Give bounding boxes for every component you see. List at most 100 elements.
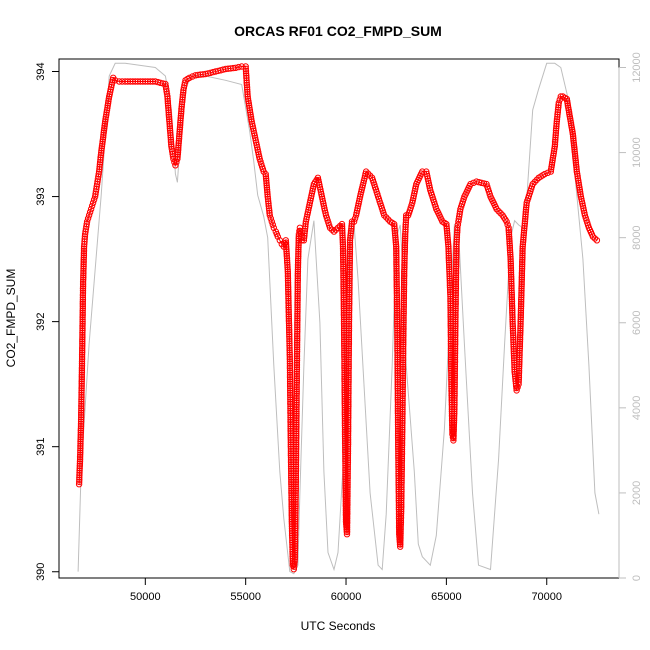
data-point (551, 145, 558, 153)
data-point (80, 263, 87, 270)
data-point (78, 411, 85, 419)
data-point (344, 510, 351, 518)
data-point (508, 273, 515, 281)
data-point (399, 365, 407, 373)
data-point (98, 147, 105, 154)
data-point (451, 365, 459, 372)
data-point (292, 467, 300, 475)
data-point (164, 102, 172, 109)
data-point (286, 360, 294, 367)
data-point (451, 385, 458, 393)
data-point (285, 290, 292, 298)
data-point (574, 172, 581, 180)
data-point (397, 521, 404, 528)
data-point (393, 265, 400, 272)
data-point (341, 378, 348, 385)
data-point (293, 421, 300, 428)
data-point (103, 111, 110, 118)
data-point (294, 286, 301, 293)
data-point (344, 501, 351, 509)
data-point (452, 318, 459, 325)
data-point (451, 374, 458, 381)
data-point (344, 434, 352, 441)
data-point (522, 206, 530, 213)
data-point (517, 303, 525, 310)
data-point (292, 447, 300, 455)
data-point (291, 545, 299, 552)
data-point (507, 264, 515, 272)
data-point (291, 556, 298, 563)
data-point (346, 252, 353, 260)
data-point (292, 452, 300, 459)
data-point (346, 243, 354, 251)
data-point (292, 465, 300, 472)
data-point (564, 100, 571, 107)
data-point (292, 496, 299, 503)
data-point (292, 476, 300, 483)
data-point (508, 287, 515, 294)
data-point (393, 300, 401, 308)
data-point (167, 138, 175, 146)
data-point (79, 280, 87, 288)
data-point (283, 257, 291, 264)
data-point (445, 257, 453, 264)
data-point (295, 255, 302, 262)
data-point (401, 248, 408, 255)
y-tick-label: 391 (35, 438, 47, 456)
data-point (79, 300, 87, 308)
data-point (506, 238, 513, 245)
data-point (293, 386, 300, 393)
data-point (399, 404, 406, 411)
data-point (287, 414, 294, 421)
data-point (397, 532, 404, 539)
data-point (293, 341, 301, 349)
data-point (451, 358, 459, 366)
data-point (573, 163, 580, 171)
data-point (548, 163, 555, 171)
data-point (452, 338, 459, 345)
data-point (294, 284, 301, 291)
data-point (401, 244, 409, 251)
data-point (345, 338, 353, 345)
data-point (344, 445, 352, 453)
data-point (175, 144, 182, 151)
data-point (450, 426, 457, 433)
data-point (453, 252, 460, 259)
data-point (533, 176, 540, 184)
data-point (78, 353, 86, 361)
data-point (98, 145, 105, 152)
data-point (101, 122, 108, 130)
data-point (452, 331, 459, 339)
data-point (393, 250, 400, 257)
data-point (340, 283, 347, 290)
data-point (294, 317, 301, 324)
data-point (515, 378, 522, 386)
data-point (96, 161, 104, 168)
data-point (521, 218, 529, 225)
data-point (292, 463, 300, 470)
data-point (531, 178, 538, 186)
data-point (345, 418, 352, 426)
data-point (308, 192, 315, 200)
data-point (467, 180, 474, 188)
data-point (264, 188, 271, 196)
data-point (244, 86, 251, 93)
data-point (293, 428, 300, 435)
data-point (339, 234, 346, 241)
data-point (268, 218, 275, 225)
data-point (578, 195, 585, 203)
data-point (243, 72, 250, 79)
data-point (399, 433, 406, 440)
data-point (88, 202, 96, 210)
data-point (570, 139, 577, 147)
data-point (340, 278, 347, 286)
data-point (235, 63, 242, 71)
data-point (166, 120, 173, 128)
data-point (105, 95, 113, 103)
data-point (398, 466, 405, 473)
data-point (163, 90, 171, 98)
data-point (344, 468, 351, 475)
data-point (510, 338, 517, 346)
data-point (593, 237, 601, 244)
data-point (263, 179, 270, 187)
